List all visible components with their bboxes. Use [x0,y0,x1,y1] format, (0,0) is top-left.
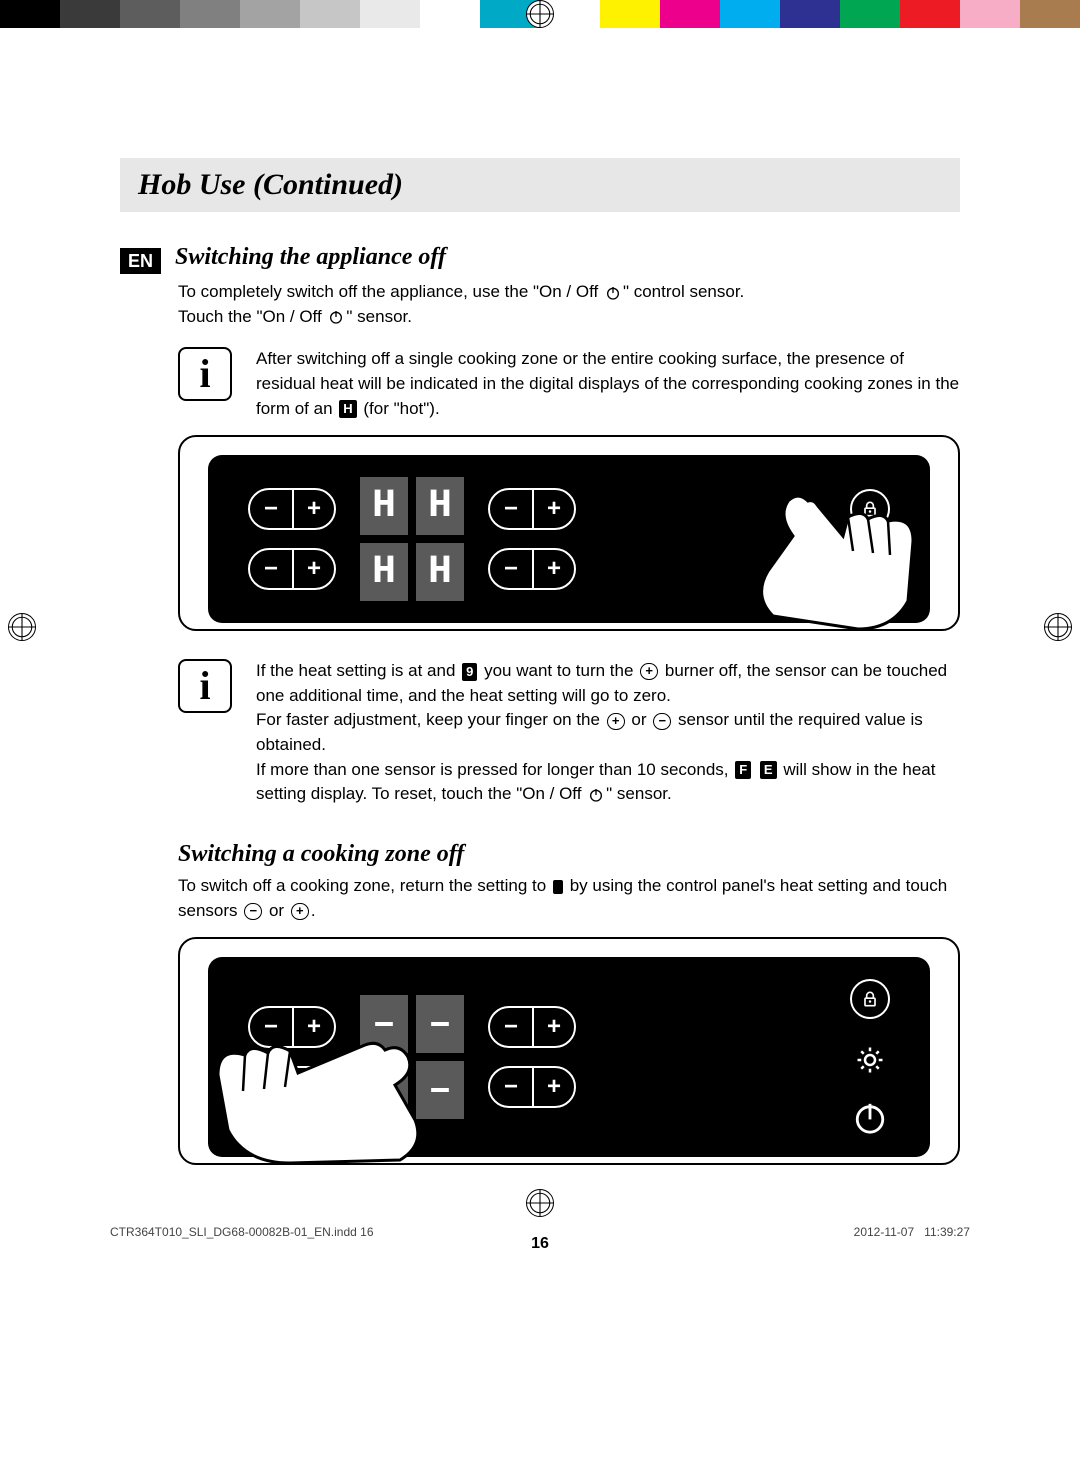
body-paragraph: To switch off a cooking zone, return the… [178,874,960,923]
brightness-icon [855,1045,885,1075]
digit-chip-icon: 9 [462,663,477,681]
digit-display: H H H H [360,477,464,601]
section-heading: Switching a cooking zone off [178,841,960,868]
info-icon: i [178,659,232,713]
minus-plus-control: −+ [488,1006,576,1048]
print-footer: CTR364T010_SLI_DG68-00082B-01_EN.indd 16… [0,1225,1080,1239]
registration-mark-icon [8,613,36,641]
minus-pill-icon: − [653,713,671,730]
footer-filename: CTR364T010_SLI_DG68-00082B-01_EN.indd 16 [110,1225,374,1239]
lock-icon [850,979,890,1019]
info-text: After switching off a single cooking zon… [256,347,960,421]
minus-plus-control: −+ [248,548,336,590]
minus-plus-control: −+ [488,548,576,590]
minus-pill-icon: − [244,903,262,920]
hot-chip-icon: H [339,400,356,418]
plus-pill-icon: + [291,903,309,920]
minus-plus-control: −+ [488,1066,576,1108]
plus-pill-icon: + [640,663,658,680]
plus-pill-icon: + [607,713,625,730]
page-title: Hob Use (Continued) [120,158,960,212]
registration-mark-icon [526,0,554,28]
blank-chip-icon [553,880,563,894]
digit-chip-icon: F [735,761,751,779]
power-icon [605,285,621,301]
control-panel-figure: −+ −+ – – – – −+ −+ [178,937,960,1165]
power-icon [853,1101,887,1135]
registration-mark-icon [526,1189,554,1217]
minus-plus-control: −+ [488,488,576,530]
info-icon: i [178,347,232,401]
language-badge: EN [120,248,161,274]
hand-pointer-icon [718,481,918,631]
hand-pointer-icon [210,1015,440,1165]
footer-date: 2012-11-07 [854,1225,915,1239]
body-paragraph: To completely switch off the appliance, … [178,280,960,329]
section-heading: Switching the appliance off [175,244,446,271]
control-panel-figure: −+ −+ H H H H −+ −+ [178,435,960,631]
power-icon [328,309,344,325]
power-icon [588,787,604,803]
digit-chip-icon: E [760,761,777,779]
registration-mark-icon [1044,613,1072,641]
info-text: If the heat setting is at and 9 you want… [256,659,960,807]
footer-time: 11:39:27 [924,1225,970,1239]
minus-plus-control: −+ [248,488,336,530]
